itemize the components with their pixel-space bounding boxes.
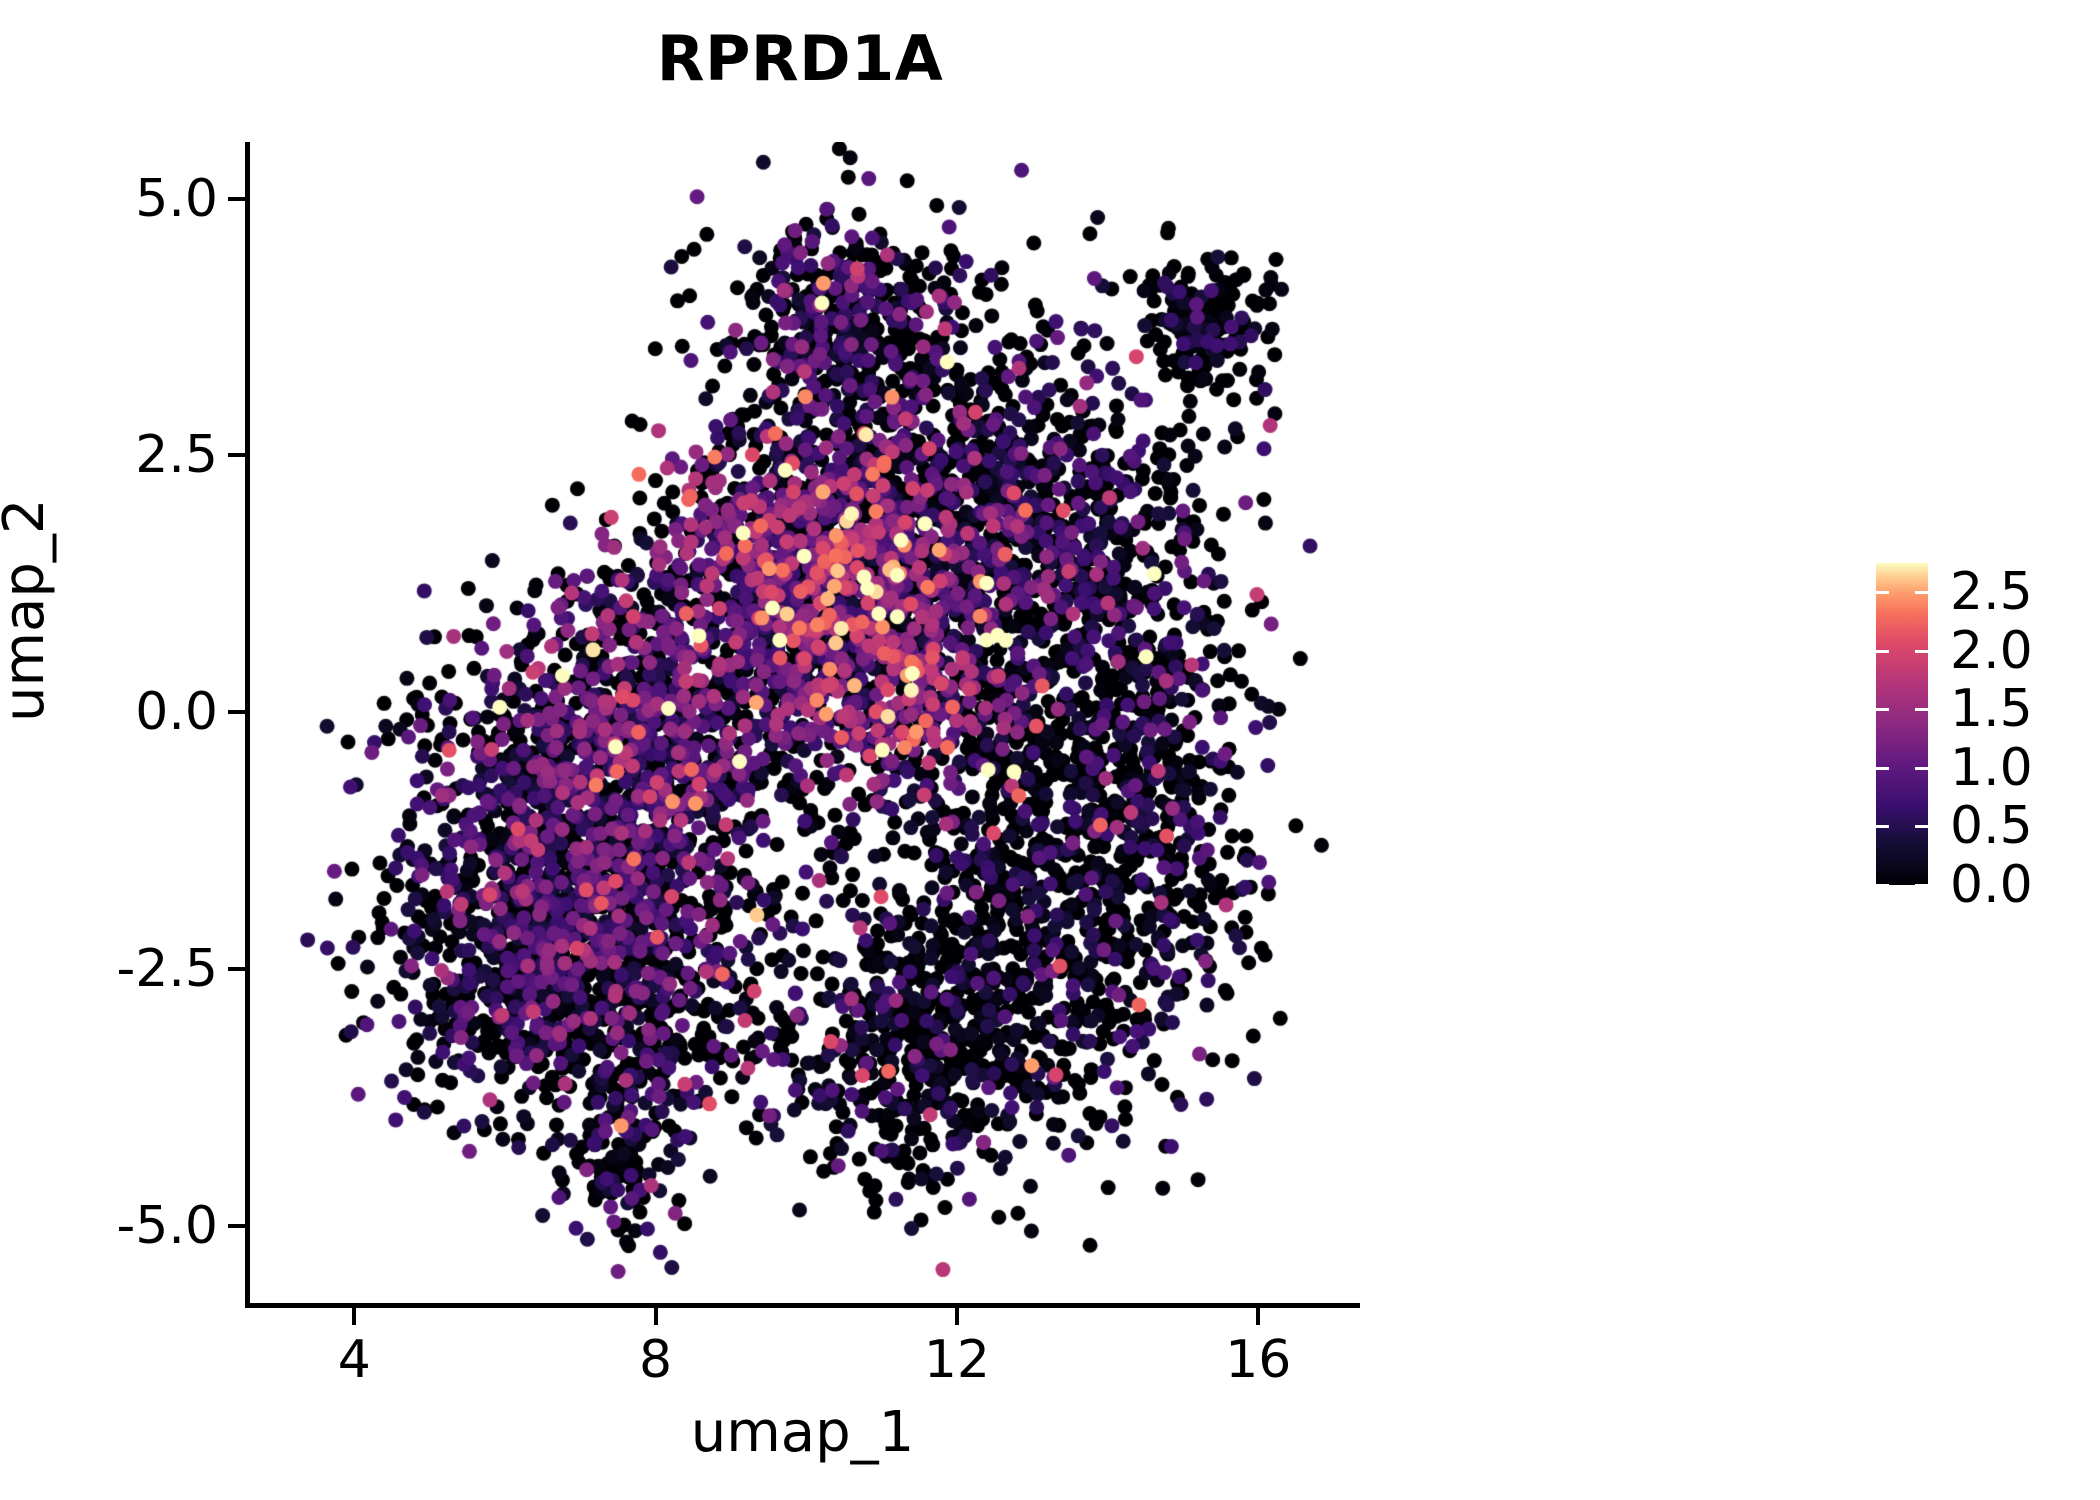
y-tick-label: -5.0 xyxy=(116,1195,218,1256)
colorbar-tick-label: 2.0 xyxy=(1950,620,2033,681)
y-tick-label: -2.5 xyxy=(116,939,218,1000)
colorbar-tick-label: 1.5 xyxy=(1950,679,2033,740)
y-tick-label: 0.0 xyxy=(135,682,218,743)
y-tick-mark xyxy=(228,1223,245,1228)
x-tick-label: 12 xyxy=(923,1330,991,1390)
y-tick-label: 2.5 xyxy=(135,425,218,486)
x-tick-mark xyxy=(653,1308,658,1325)
x-axis-spine xyxy=(245,1303,1360,1308)
colorbar-tick-label: 2.5 xyxy=(1950,562,2033,623)
x-tick-label: 8 xyxy=(639,1330,673,1390)
y-tick-mark xyxy=(228,196,245,201)
colorbar-gradient xyxy=(1876,563,1928,885)
x-axis-label: umap_1 xyxy=(690,1400,915,1465)
x-tick-mark xyxy=(954,1308,959,1325)
colorbar-tick-mark xyxy=(1915,708,1928,712)
colorbar-tick-label: 0.5 xyxy=(1950,796,2033,857)
scatter-plot-canvas xyxy=(245,142,1360,1303)
x-tick-label: 4 xyxy=(337,1330,371,1390)
colorbar-tick-mark xyxy=(1915,825,1928,829)
plot-axes-area xyxy=(245,142,1360,1303)
colorbar-tick-mark xyxy=(1915,766,1928,770)
x-tick-mark xyxy=(1256,1308,1261,1325)
y-tick-mark xyxy=(228,967,245,972)
colorbar-tick-label: 1.0 xyxy=(1950,737,2033,798)
y-tick-mark xyxy=(228,710,245,715)
x-tick-label: 16 xyxy=(1225,1330,1292,1390)
colorbar-tick-mark xyxy=(1915,591,1928,595)
y-tick-mark xyxy=(228,453,245,458)
y-tick-label: 5.0 xyxy=(135,168,218,229)
colorbar-tick-mark xyxy=(1915,649,1928,653)
page-title: RPRD1A xyxy=(656,22,944,95)
colorbar-tick-mark xyxy=(1876,591,1889,595)
colorbar-tick-mark xyxy=(1876,825,1889,829)
colorbar-tick-mark xyxy=(1876,884,1889,887)
y-axis-label: umap_2 xyxy=(0,498,57,722)
colorbar-tick-label: 0.0 xyxy=(1950,855,2033,915)
x-tick-mark xyxy=(352,1308,357,1325)
colorbar-tick-mark xyxy=(1876,766,1889,770)
colorbar-tick-mark xyxy=(1876,649,1889,653)
colorbar-tick-mark xyxy=(1876,708,1889,712)
colorbar-tick-mark xyxy=(1915,884,1928,887)
y-axis-spine xyxy=(245,142,250,1308)
